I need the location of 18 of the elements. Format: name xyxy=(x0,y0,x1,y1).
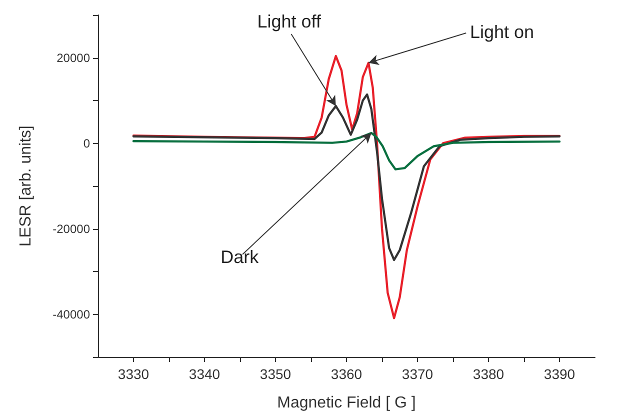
x-tick-label: 3390 xyxy=(544,366,576,382)
annotation: Light off xyxy=(257,12,322,32)
y-tick-label: -40000 xyxy=(52,307,90,322)
x-tick-label: 3370 xyxy=(402,366,434,382)
annotation: Dark xyxy=(220,247,260,268)
y-axis-title: LESR [arb. units] xyxy=(18,126,34,246)
y-tick-label: 20000 xyxy=(56,50,90,65)
line-series xyxy=(132,132,561,170)
x-tick-label: 3350 xyxy=(260,366,292,382)
y-tick-label: 0 xyxy=(83,136,90,150)
line-series xyxy=(132,54,561,320)
y-tick-label: -20000 xyxy=(52,222,90,236)
x-tick-label: 3340 xyxy=(188,366,220,382)
annotation: Light on xyxy=(470,22,534,42)
x-tick-label: 3330 xyxy=(118,366,150,382)
x-tick-label: 3360 xyxy=(330,366,362,382)
x-axis-title: Magnetic Field [ G ] xyxy=(277,394,416,412)
x-tick-label: 3380 xyxy=(472,366,504,382)
